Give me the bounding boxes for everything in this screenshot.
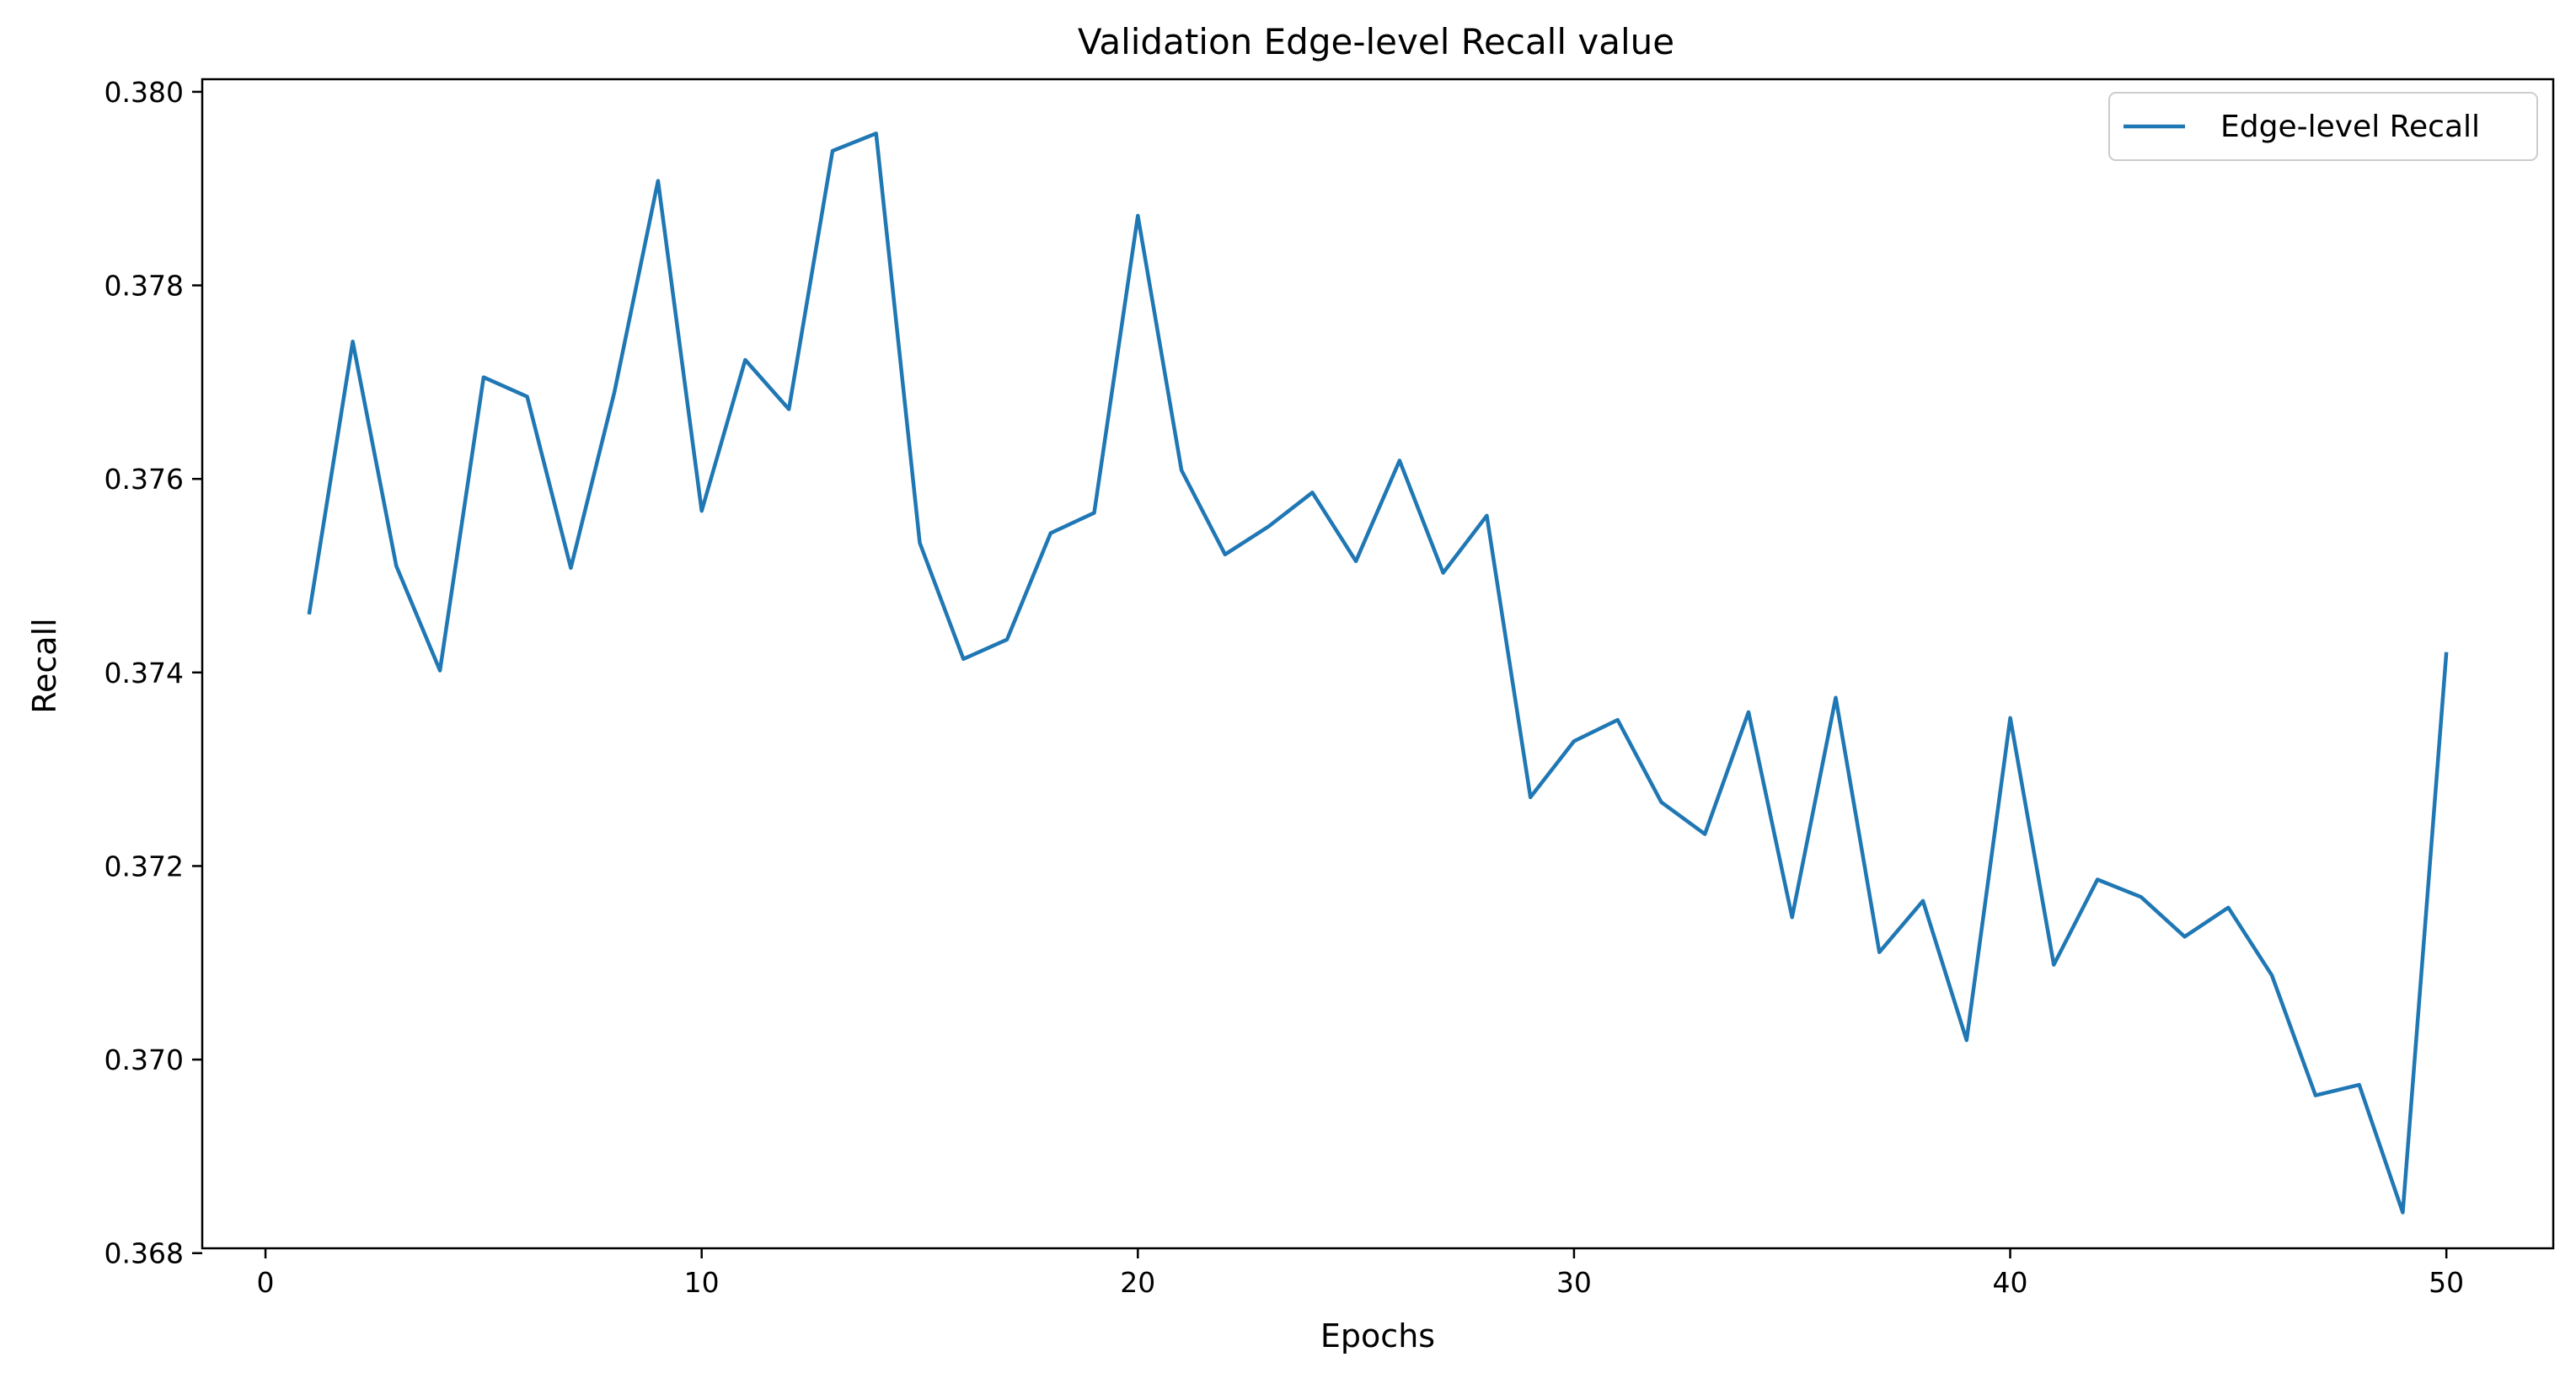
y-tick-label: 0.376	[104, 463, 184, 496]
x-tick-label: 30	[1556, 1266, 1592, 1299]
series-line	[307, 131, 2449, 1215]
y-tick-label: 0.368	[104, 1237, 184, 1270]
x-tick-label: 40	[1993, 1266, 2028, 1299]
y-tick-label: 0.380	[104, 76, 184, 109]
legend: Edge-level Recall	[2108, 92, 2538, 161]
plot-frame	[201, 78, 2555, 1250]
y-tick-label: 0.378	[104, 270, 184, 303]
x-tick-label: 10	[684, 1266, 720, 1299]
y-axis: 0.368 0.370 0.372 0.374 0.376 0.378 0.380	[104, 76, 202, 1270]
series-layer	[307, 131, 2449, 1215]
x-tick-label: 20	[1120, 1266, 1155, 1299]
x-tick-label: 0	[257, 1266, 275, 1299]
x-tick-label: 50	[2429, 1266, 2464, 1299]
x-axis-label: Epochs	[1320, 1317, 1435, 1354]
legend-box	[2108, 92, 2538, 161]
chart-title: Validation Edge-level Recall value	[1078, 21, 1674, 62]
x-axis: 0 10 20 30 40 50	[257, 1248, 2464, 1299]
plot-area: 0 10 20 30 40 50 0.3680.3700.3720.3740.3760.3…	[104, 76, 2555, 1299]
y-axis-label: Recall	[26, 618, 63, 713]
y-tick-label: 0.372	[104, 850, 184, 882]
y-tick-label: 0.374	[104, 657, 184, 689]
legend-label: Edge-level Recall	[2220, 110, 2480, 144]
y-tick-label: 0.370	[104, 1043, 184, 1076]
